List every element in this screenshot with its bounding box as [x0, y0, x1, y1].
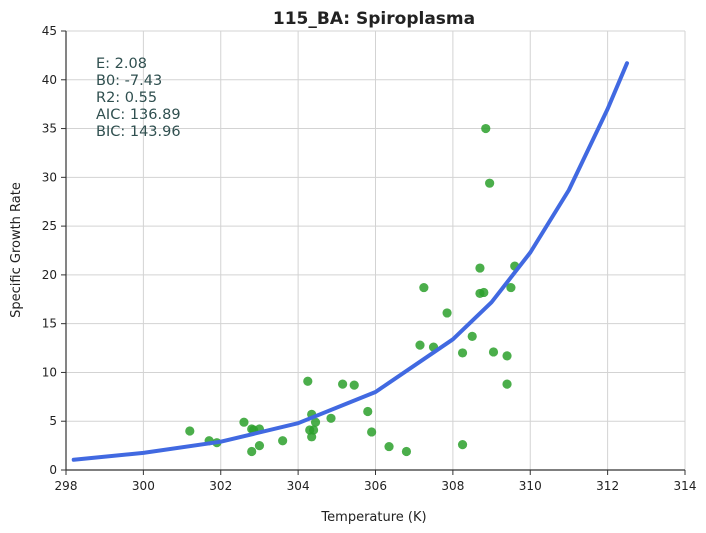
data-point — [485, 178, 495, 188]
data-points — [185, 123, 520, 457]
x-axis-label: Temperature (K) — [320, 510, 426, 525]
data-point — [384, 441, 394, 452]
data-point — [326, 413, 336, 423]
axes — [61, 30, 686, 475]
data-point — [457, 348, 468, 358]
x-tick-label: 308 — [441, 479, 464, 493]
data-point — [502, 379, 512, 389]
data-point — [247, 446, 257, 457]
y-tick-label: 5 — [49, 414, 57, 428]
x-tick-label: 304 — [287, 479, 310, 493]
x-tick-label: 302 — [209, 479, 232, 493]
data-point — [467, 331, 477, 341]
data-point — [363, 406, 373, 417]
fit-statistic: AIC: 136.89 — [96, 107, 181, 123]
fit-statistic: BIC: 143.96 — [96, 124, 181, 140]
data-point — [303, 376, 313, 386]
data-point — [309, 425, 319, 435]
data-point — [419, 282, 429, 293]
x-tick-label: 310 — [519, 479, 542, 493]
data-point — [479, 287, 489, 298]
fit-statistic: B0: -7.43 — [96, 73, 162, 89]
data-point — [367, 427, 377, 437]
grid-lines — [65, 30, 686, 471]
chart-title: 115_BA: Spiroplasma — [273, 9, 475, 29]
y-tick-label: 10 — [42, 365, 57, 379]
data-point — [310, 417, 321, 427]
x-tick-label: 300 — [132, 479, 155, 493]
data-point — [442, 308, 452, 318]
data-point — [475, 263, 485, 273]
data-point — [506, 282, 516, 293]
data-point — [401, 446, 412, 457]
data-point — [239, 417, 249, 427]
data-point — [502, 351, 512, 361]
y-tick-label: 15 — [42, 317, 57, 331]
tick-labels: 298 300 302 304 306 308 310 312 314 0 5 10 15 20 25 30 3… — [42, 24, 697, 493]
data-point — [481, 123, 491, 134]
y-tick-label: 20 — [42, 268, 57, 282]
fit-curve — [71, 61, 629, 462]
data-point — [349, 380, 359, 390]
data-point — [415, 340, 425, 350]
x-tick-label: 312 — [596, 479, 619, 493]
fit-curve-group — [71, 61, 629, 462]
data-point — [254, 441, 265, 451]
y-tick-label: 0 — [49, 463, 57, 477]
y-axis-label: Specific Growth Rate — [9, 182, 24, 318]
data-point — [338, 379, 348, 389]
y-tick-label: 45 — [42, 24, 57, 38]
data-point — [457, 440, 468, 450]
data-point — [488, 347, 499, 357]
y-tick-label: 40 — [42, 73, 57, 87]
y-tick-label: 25 — [42, 219, 57, 233]
x-tick-label: 306 — [364, 479, 387, 493]
data-point — [278, 436, 288, 446]
fit-statistic: E: 2.08 — [96, 56, 147, 72]
x-tick-label: 314 — [674, 479, 697, 493]
fit-statistic: R2: 0.55 — [96, 90, 157, 106]
x-tick-label: 298 — [55, 479, 78, 493]
data-point — [185, 426, 195, 436]
y-tick-label: 35 — [42, 122, 57, 136]
y-tick-label: 30 — [42, 170, 57, 184]
